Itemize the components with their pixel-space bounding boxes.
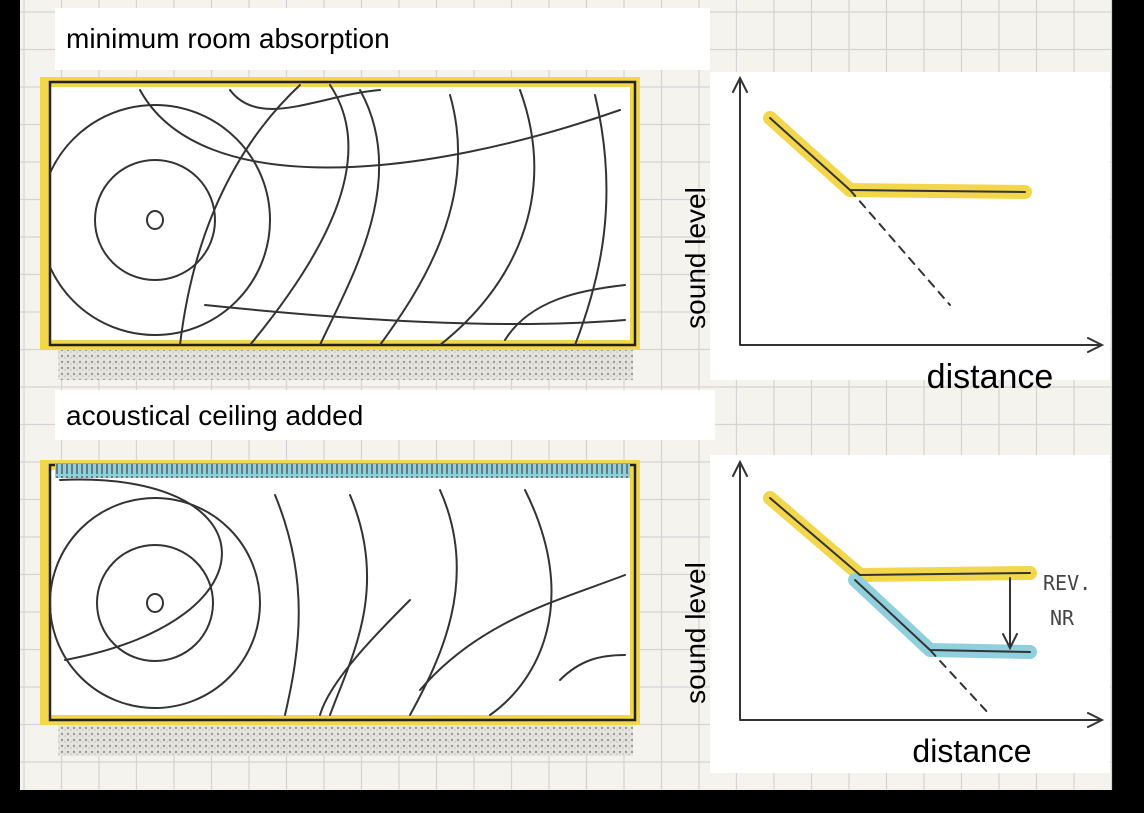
wave xyxy=(329,494,369,716)
room xyxy=(40,460,640,725)
axes xyxy=(732,459,1105,728)
wave xyxy=(96,544,214,662)
room xyxy=(40,77,640,350)
acoustic-ceiling xyxy=(55,464,630,478)
curve xyxy=(769,497,1031,577)
wave xyxy=(94,159,216,281)
x-axis-label: distance xyxy=(912,733,1031,769)
wave xyxy=(489,489,553,716)
wave xyxy=(319,599,411,716)
ground xyxy=(58,350,633,380)
wave xyxy=(574,94,608,345)
wave xyxy=(319,89,381,345)
annotation: NR xyxy=(1050,606,1075,630)
annotation: REV. xyxy=(1043,571,1091,595)
wave xyxy=(50,497,261,709)
wave xyxy=(504,284,626,341)
direct-sound xyxy=(929,649,991,716)
title-box xyxy=(55,8,710,70)
wave xyxy=(379,94,460,345)
wave xyxy=(409,489,458,716)
source xyxy=(146,210,164,230)
panel-title: minimum room absorption xyxy=(66,23,390,54)
wave xyxy=(559,654,626,681)
wave xyxy=(50,104,271,336)
direct-sound xyxy=(849,189,951,306)
title-box xyxy=(55,390,715,440)
wave xyxy=(139,89,621,169)
reduction-arrow xyxy=(1002,577,1018,651)
axes xyxy=(732,75,1105,353)
y-axis-label: sound level xyxy=(680,562,711,704)
x-axis-label: distance xyxy=(927,358,1054,396)
wave xyxy=(274,494,300,716)
wave xyxy=(439,89,536,345)
wave xyxy=(419,574,626,691)
wave xyxy=(229,89,381,110)
wave xyxy=(59,478,223,661)
panel-title: acoustical ceiling added xyxy=(66,400,363,431)
source xyxy=(146,593,164,613)
y-axis-label: sound level xyxy=(680,187,711,329)
sound-waves xyxy=(50,84,626,345)
sound-waves xyxy=(50,478,626,716)
wave xyxy=(179,84,301,345)
room-outline xyxy=(48,80,637,347)
ground xyxy=(58,724,633,756)
wave xyxy=(204,304,626,326)
